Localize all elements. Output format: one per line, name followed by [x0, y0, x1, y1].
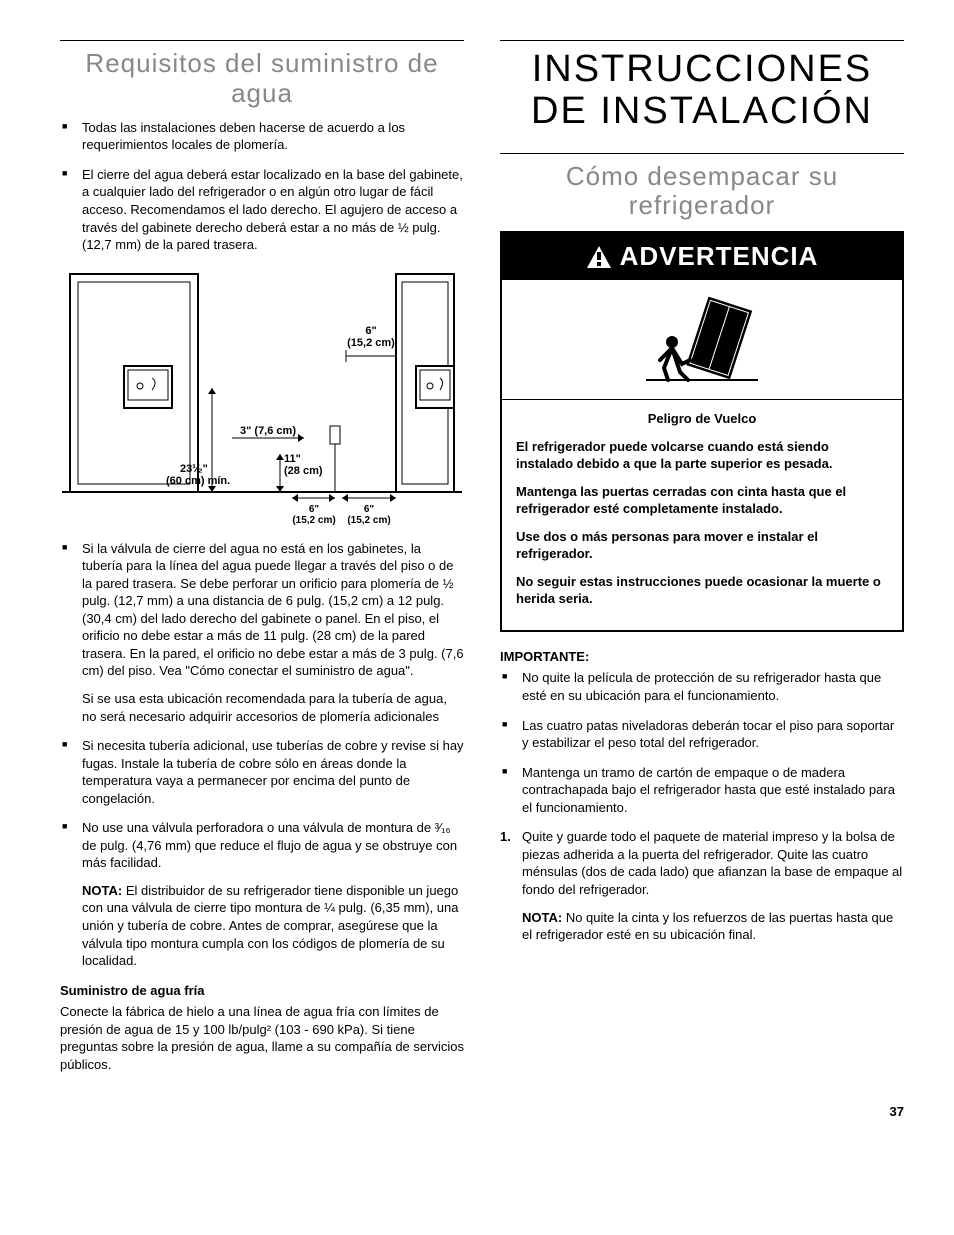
list-item: Si necesita tubería adicional, use tuber…: [60, 737, 464, 807]
important-list: No quite la película de protección de su…: [500, 669, 904, 816]
note-text: No quite la cinta y los refuerzos de las…: [522, 910, 893, 943]
installation-instructions-heading: INSTRUCCIONES DE INSTALACIÓN: [500, 49, 904, 133]
svg-text:6": 6": [365, 325, 376, 337]
svg-text:3" (7,6 cm): 3" (7,6 cm): [240, 425, 296, 437]
cold-water-heading: Suministro de agua fría: [60, 982, 464, 1000]
step-item: Quite y guarde todo el paquete de materi…: [500, 828, 904, 943]
warning-box: ADVERTENCIA Peligro de Vuelco: [500, 231, 904, 632]
list-item: El cierre del agua deberá estar localiza…: [60, 166, 464, 254]
list-text: Si necesita tubería adicional, use tuber…: [82, 738, 464, 806]
water-requirements-heading: Requisitos del suministro de agua: [60, 49, 464, 109]
requirements-list-1: Todas las instalaciones deben hacerse de…: [60, 119, 464, 254]
step-note: NOTA: No quite la cinta y los refuerzos …: [522, 909, 904, 944]
tip-over-icon: [642, 294, 762, 384]
list-item: No quite la película de protección de su…: [500, 669, 904, 704]
warning-header: ADVERTENCIA: [502, 233, 902, 280]
list-item: Si la válvula de cierre del agua no está…: [60, 540, 464, 725]
list-text: Mantenga un tramo de cartón de empaque o…: [522, 765, 895, 815]
list-text: No use una válvula perforadora o una vál…: [82, 820, 457, 870]
svg-text:(60 cm) mín.: (60 cm) mín.: [166, 475, 230, 487]
warning-text: No seguir estas instrucciones puede ocas…: [516, 573, 888, 608]
svg-text:(15,2 cm): (15,2 cm): [347, 515, 390, 526]
warning-text: El refrigerador puede volcarse cuando es…: [516, 438, 888, 473]
note-text: El distribuidor de su refrigerador tiene…: [82, 883, 459, 968]
list-text: Si la válvula de cierre del agua no está…: [82, 541, 464, 679]
list-item: No use una válvula perforadora o una vál…: [60, 819, 464, 969]
svg-text:23¹⁄₂": 23¹⁄₂": [180, 463, 208, 475]
unpack-heading: Cómo desempacar su refrigerador: [500, 162, 904, 222]
svg-text:(15,2 cm): (15,2 cm): [347, 337, 395, 349]
note-label: NOTA:: [522, 910, 562, 925]
page-number: 37: [60, 1103, 904, 1121]
svg-text:(15,2 cm): (15,2 cm): [292, 515, 335, 526]
left-column: Requisitos del suministro de agua Todas …: [60, 40, 464, 1073]
warning-label: ADVERTENCIA: [620, 239, 819, 274]
cold-water-text: Conecte la fábrica de hielo a una línea …: [60, 1003, 464, 1073]
list-text: Todas las instalaciones deben hacerse de…: [82, 120, 405, 153]
list-item: Mantenga un tramo de cartón de empaque o…: [500, 764, 904, 817]
list-note: NOTA: El distribuidor de su refrigerador…: [82, 882, 464, 970]
warning-body: Peligro de Vuelco El refrigerador puede …: [502, 400, 902, 630]
rule: [60, 40, 464, 41]
warning-triangle-icon: [586, 245, 612, 269]
rule: [500, 40, 904, 41]
warning-text: Mantenga las puertas cerradas con cinta …: [516, 483, 888, 518]
list-item: Las cuatro patas niveladoras deberán toc…: [500, 717, 904, 752]
rule: [500, 153, 904, 154]
svg-text:11": 11": [284, 453, 301, 465]
right-column: INSTRUCCIONES DE INSTALACIÓN Cómo desemp…: [500, 40, 904, 1073]
list-subtext: Si se usa esta ubicación recomendada par…: [82, 690, 464, 725]
note-label: NOTA:: [82, 883, 122, 898]
tip-over-title: Peligro de Vuelco: [516, 410, 888, 428]
page-columns: Requisitos del suministro de agua Todas …: [60, 40, 904, 1073]
tip-over-icon-area: [502, 280, 902, 400]
cabinet-diagram: 6" (15,2 cm) 3" (7,6 cm) 11" (28 cm): [60, 266, 464, 526]
important-label: IMPORTANTE:: [500, 648, 904, 666]
svg-text:(28 cm): (28 cm): [284, 465, 323, 477]
svg-text:6": 6": [364, 504, 375, 515]
step-list: Quite y guarde todo el paquete de materi…: [500, 828, 904, 943]
step-text: Quite y guarde todo el paquete de materi…: [522, 829, 902, 897]
svg-text:6": 6": [309, 504, 320, 515]
list-text: Las cuatro patas niveladoras deberán toc…: [522, 718, 894, 751]
warning-text: Use dos o más personas para mover e inst…: [516, 528, 888, 563]
requirements-list-2: Si la válvula de cierre del agua no está…: [60, 540, 464, 970]
list-text: El cierre del agua deberá estar localiza…: [82, 167, 463, 252]
list-item: Todas las instalaciones deben hacerse de…: [60, 119, 464, 154]
list-text: No quite la película de protección de su…: [522, 670, 881, 703]
